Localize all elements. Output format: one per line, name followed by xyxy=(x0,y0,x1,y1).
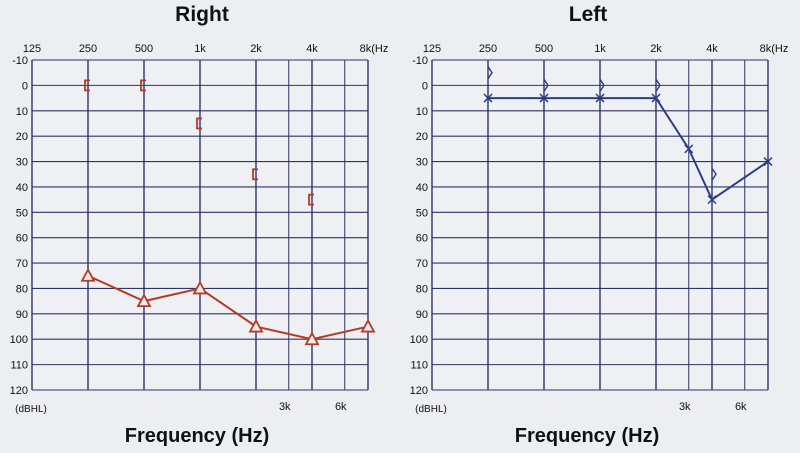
x-tick-label-minor: 3k xyxy=(279,401,291,413)
marker-cross xyxy=(684,144,694,154)
y-tick-label: 20 xyxy=(16,131,28,143)
y-tick-label: 50 xyxy=(416,207,428,219)
y-tick-label: 30 xyxy=(16,157,28,169)
chart-title: Right xyxy=(175,3,229,26)
y-tick-label: -10 xyxy=(412,55,428,67)
series-line-triangle xyxy=(87,274,369,341)
x-tick-label: 4k xyxy=(306,43,318,55)
x-tick-label: 125 xyxy=(23,43,41,55)
x-tick-label: 250 xyxy=(79,43,97,55)
marker-angle xyxy=(711,167,717,181)
marker-angle xyxy=(543,78,549,92)
y-tick-label: 70 xyxy=(16,258,28,270)
y-tick-label: 90 xyxy=(16,309,28,321)
x-tick-label-minor: 6k xyxy=(735,401,747,413)
y-tick-label: 0 xyxy=(22,80,28,92)
marker-angle xyxy=(487,66,493,80)
x-tick-label-minor: 3k xyxy=(679,401,691,413)
x-axis-title: Frequency (Hz) xyxy=(125,425,269,447)
y-tick-label: 60 xyxy=(416,233,428,245)
marker-angle xyxy=(599,78,605,92)
y-tick-label: 40 xyxy=(16,182,28,194)
y-tick-label: 50 xyxy=(16,207,28,219)
marker-triangle xyxy=(248,318,264,333)
y-tick-label: 100 xyxy=(410,334,428,346)
x-tick-label: 1k xyxy=(594,43,606,55)
chart-title: Left xyxy=(569,3,608,26)
y-tick-label: 10 xyxy=(16,106,28,118)
y-tick-label: 120 xyxy=(410,385,428,397)
marker-cross xyxy=(539,93,549,103)
marker-bracket xyxy=(140,79,146,92)
y-tick-label: 30 xyxy=(416,157,428,169)
y-tick-label: 60 xyxy=(16,233,28,245)
y-tick-label: 80 xyxy=(416,283,428,295)
y-tick-label: 10 xyxy=(416,106,428,118)
marker-angle xyxy=(655,78,661,92)
y-tick-label: 80 xyxy=(16,283,28,295)
x-tick-label: 500 xyxy=(135,43,153,55)
x-tick-label: 2k xyxy=(650,43,662,55)
marker-bracket xyxy=(252,168,258,181)
y-tick-label: 70 xyxy=(416,258,428,270)
x-tick-label: 125 xyxy=(423,43,441,55)
marker-bracket xyxy=(196,117,202,130)
y-tick-label: -10 xyxy=(12,55,28,67)
x-tick-label: 1k xyxy=(194,43,206,55)
marker-triangle xyxy=(136,293,152,308)
y-tick-label: 110 xyxy=(410,360,428,372)
marker-cross xyxy=(651,93,661,103)
x-tick-label: 8k(Hz xyxy=(760,43,789,55)
marker-triangle xyxy=(80,267,96,282)
audiogram-panel-right: Right 125 250 500 1k 2k 4k 8k(Hz 3k 6k -10 0 10 20 30 4… xyxy=(10,3,389,447)
marker-cross xyxy=(763,157,773,167)
x-axis-title: Frequency (Hz) xyxy=(515,425,659,447)
marker-bracket xyxy=(308,193,314,206)
y-tick-label: 0 xyxy=(422,80,428,92)
marker-triangle xyxy=(304,331,320,346)
x-tick-label: 8k(Hz xyxy=(360,43,389,55)
marker-triangle xyxy=(192,280,208,295)
x-tick-label: 2k xyxy=(250,43,262,55)
y-tick-label: 110 xyxy=(10,360,28,372)
x-tick-label: 500 xyxy=(535,43,553,55)
y-tick-label: 120 xyxy=(10,385,28,397)
marker-triangle xyxy=(360,318,376,333)
y-tick-label: 100 xyxy=(10,334,28,346)
x-tick-label: 250 xyxy=(479,43,497,55)
marker-bracket xyxy=(84,79,90,92)
marker-cross xyxy=(595,93,605,103)
marker-cross xyxy=(483,93,493,103)
y-tick-label: 40 xyxy=(416,182,428,194)
y-tick-label: 90 xyxy=(416,309,428,321)
y-tick-label: 20 xyxy=(416,131,428,143)
y-unit-label: (dBHL) xyxy=(15,404,47,415)
y-unit-label: (dBHL) xyxy=(415,404,447,415)
x-tick-label-minor: 6k xyxy=(335,401,347,413)
audiogram-panel-left: Left 125 250 500 1k 2k 4k 8k(Hz 3k 6k -10 0 10 20 30 40… xyxy=(410,3,789,447)
x-tick-label: 4k xyxy=(706,43,718,55)
marker-cross xyxy=(707,195,717,205)
